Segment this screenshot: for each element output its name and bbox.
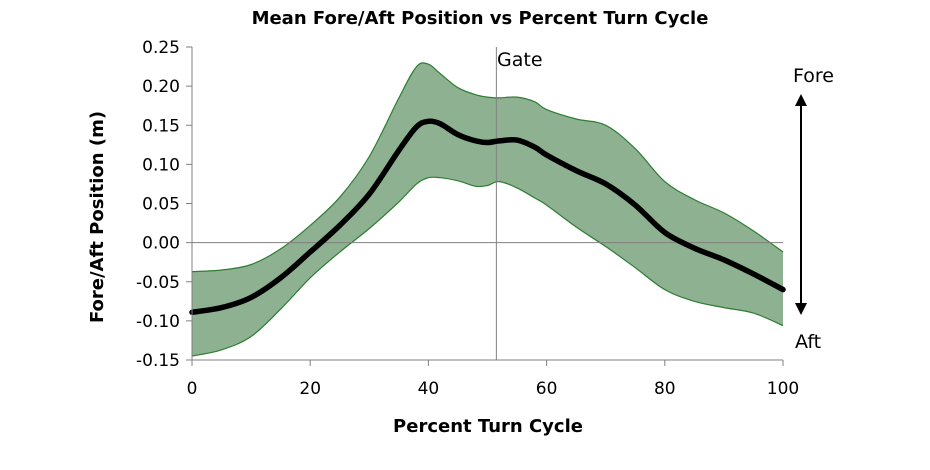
axes-layer: -0.15 -0.10 -0.05 0.00 0.05 0.10 0.15 0.20 0.25 0… [136,38,799,399]
x-tick-label: 100 [767,379,799,399]
y-tick-label: 0.25 [142,38,180,58]
chart-title: Mean Fore/Aft Position vs Percent Turn C… [252,8,709,29]
y-tick-label: 0.20 [142,77,180,97]
mean-line [189,118,786,316]
x-tick-label: 60 [536,379,558,399]
x-tick-label: 0 [187,379,198,399]
x-tick-label: 20 [299,379,321,399]
fore-annotation: Fore [793,65,834,87]
y-tick-label: -0.05 [136,273,180,293]
x-tick-label: 40 [418,379,440,399]
confidence-band-area [192,62,783,357]
x-axis-label: Percent Turn Cycle [393,416,583,437]
y-tick-label: 0.05 [142,195,180,215]
y-tick-label: -0.15 [136,351,180,371]
lower-band-line [191,176,784,357]
y-tick-label: -0.10 [136,312,180,332]
mean-line-layer [189,118,786,316]
y-axis-label: Fore/Aft Position (m) [87,111,108,323]
x-tick-label: 80 [654,379,676,399]
fore-aft-double-arrow-icon [795,94,807,315]
y-tick-label: 0.10 [142,155,180,175]
y-tick-label: 0.00 [142,234,180,254]
gate-annotation: Gate [497,49,543,71]
confidence-band-layer [191,62,784,357]
aft-annotation: Aft [795,331,821,353]
y-tick-label: 0.15 [142,116,180,136]
upper-band-line [191,62,784,273]
